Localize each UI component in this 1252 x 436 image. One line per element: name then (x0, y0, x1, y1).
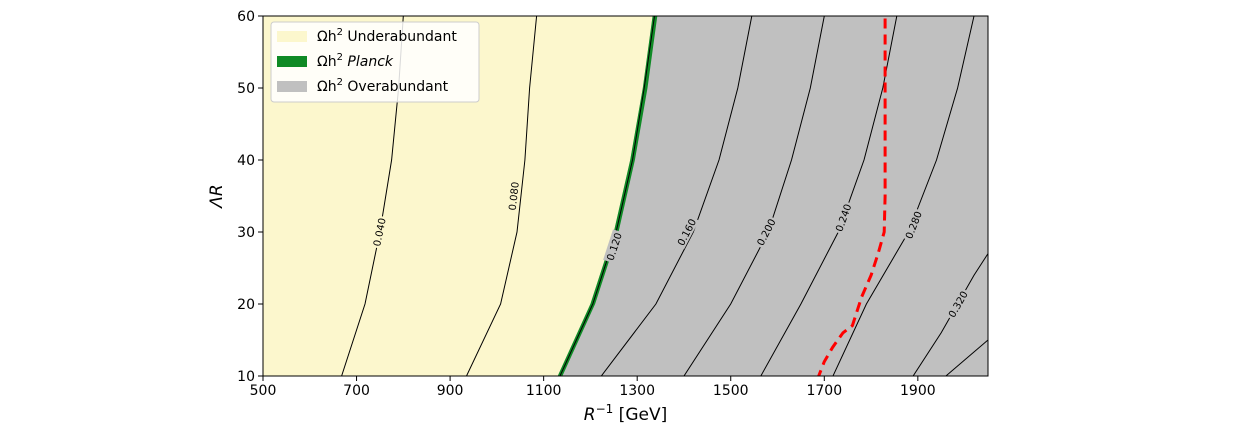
x-tick-label: 900 (437, 383, 464, 399)
x-tick-label: 1100 (526, 383, 562, 399)
contour-line (559, 16, 655, 376)
contour-label-bg (753, 215, 779, 249)
legend-swatch-under (277, 31, 307, 42)
contour-label-bg (603, 229, 625, 264)
contour-label-bg (901, 207, 925, 242)
y-tick-label: 10 (237, 369, 255, 385)
y-tick-label: 60 (237, 9, 255, 25)
legend-box (270, 21, 480, 103)
contour-label-bg (673, 215, 700, 249)
legend-label-over: Ωh2 Overabundant (317, 77, 449, 95)
contour-label-bg (505, 179, 521, 213)
y-tick-label: 50 (237, 81, 255, 97)
contour-label: 0.080 (508, 181, 522, 211)
boundary-line (817, 16, 887, 376)
contour-line (832, 16, 975, 376)
x-tick-label: 1500 (713, 383, 749, 399)
y-axis-label: ΛR (207, 184, 227, 209)
contour-line (945, 339, 988, 376)
contour-label-bg (831, 200, 855, 235)
contour-line (600, 16, 753, 376)
legend: Ωh2 Underabundant Ωh2 Planck Ωh2 Overabund… (270, 21, 480, 103)
x-tick-label: 1700 (806, 383, 842, 399)
x-tick-label: 700 (343, 383, 370, 399)
x-tick-label: 500 (250, 383, 277, 399)
contour-line (683, 16, 825, 376)
y-tick-label: 20 (237, 297, 255, 313)
axes: 500 700 900 1100 1300 1500 1700 1900 10 20 30 40 50 6… (207, 9, 936, 425)
contour-label-bg (944, 287, 971, 321)
legend-label-planck: Ωh2 Planck (317, 52, 394, 70)
boundary-dashed-line (817, 16, 887, 376)
x-axis-label: R−1 [GeV] (584, 402, 667, 425)
legend-label-under: Ωh2 Underabundant (317, 27, 457, 45)
plot-frame (262, 15, 989, 377)
y-tick-label: 40 (237, 153, 255, 169)
contour-label-bg (369, 215, 389, 249)
legend-swatch-planck (277, 56, 307, 67)
x-tick-label: 1900 (900, 383, 936, 399)
contour-line (466, 16, 538, 376)
legend-swatch-over (277, 81, 307, 92)
x-tick-label: 1300 (619, 383, 655, 399)
y-tick-label: 30 (237, 225, 255, 241)
